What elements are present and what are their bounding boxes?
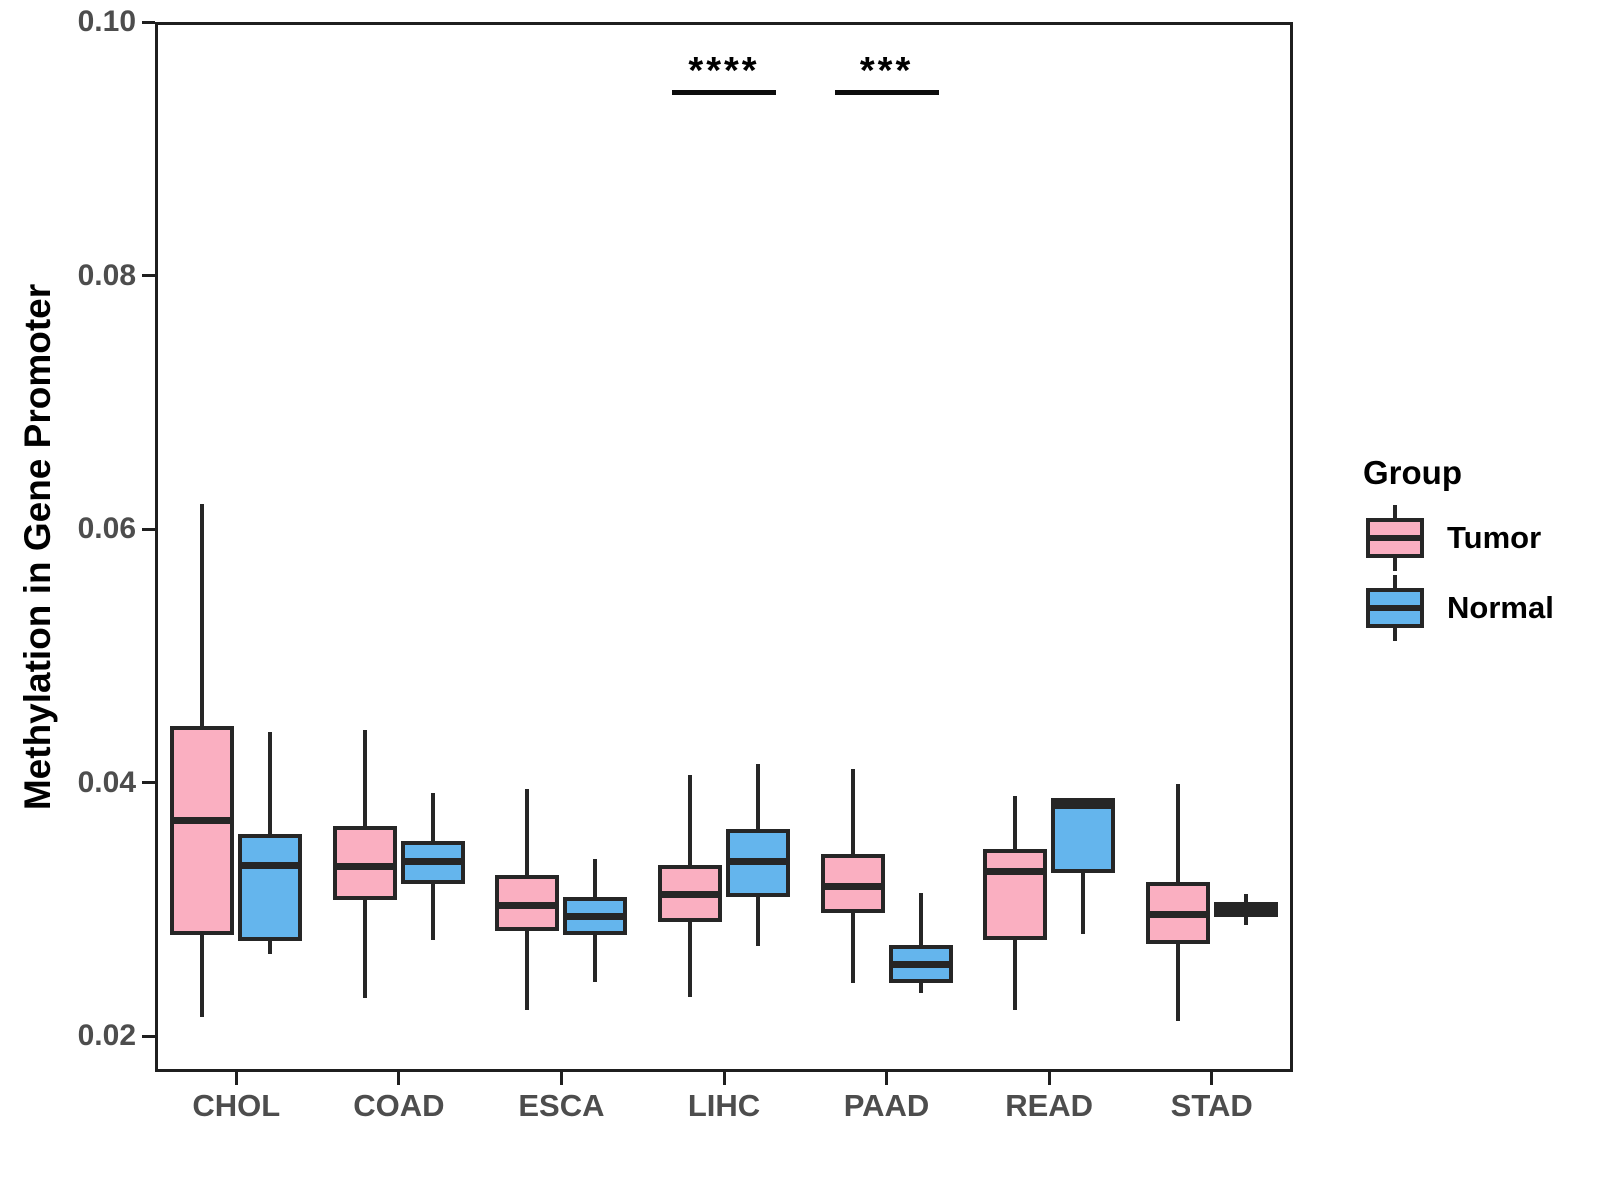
boxplot-lower-whisker <box>1013 940 1018 1010</box>
boxplot-upper-whisker <box>688 775 692 866</box>
boxplot-lower-whisker <box>688 922 692 998</box>
x-tick-mark <box>885 1072 889 1085</box>
x-tick-label: LIHC <box>687 1088 761 1123</box>
y-tick-label: 0.10 <box>77 5 136 38</box>
boxplot-lower-whisker <box>918 983 923 994</box>
significance-line-LIHC <box>672 90 776 95</box>
x-tick-mark <box>397 1072 401 1085</box>
boxplot-upper-whisker <box>1013 795 1018 849</box>
x-tick-label: PAAD <box>843 1088 930 1123</box>
x-tick-label: CHOL <box>192 1088 281 1123</box>
y-tick-mark <box>142 274 155 278</box>
boxplot-box-normal-CHOL <box>238 833 303 942</box>
y-tick-mark <box>142 527 155 531</box>
boxplot-box-normal-READ <box>1051 798 1116 873</box>
x-tick-label: COAD <box>353 1088 445 1123</box>
boxplot-lower-whisker <box>850 913 855 984</box>
y-tick-label: 0.04 <box>77 765 136 799</box>
boxplot-median <box>238 861 303 869</box>
boxplot-median <box>332 863 397 871</box>
boxplot-upper-whisker <box>525 789 530 876</box>
boxplot-upper-whisker <box>430 793 435 842</box>
boxplot-median <box>495 902 560 910</box>
boxplot-upper-whisker <box>200 503 205 726</box>
boxplot-upper-whisker <box>756 763 760 829</box>
boxplot-upper-whisker <box>593 858 598 897</box>
legend-label-normal: Normal <box>1447 590 1554 625</box>
x-tick-mark <box>1047 1072 1051 1085</box>
boxplot-median <box>1145 911 1210 919</box>
significance-line-PAAD <box>834 90 939 95</box>
boxplot-median <box>400 857 465 865</box>
boxplot-upper-whisker <box>850 768 855 854</box>
boxplot-lower-whisker <box>362 899 367 999</box>
y-axis-title: Methylation in Gene Promoter <box>17 283 58 811</box>
x-tick-label: STAD <box>1170 1088 1253 1123</box>
y-tick-mark <box>142 1034 155 1038</box>
x-tick-mark <box>559 1072 563 1085</box>
legend-title: Group <box>1363 454 1462 491</box>
boxplot-upper-whisker <box>268 732 273 834</box>
boxplot-median <box>1213 906 1278 914</box>
boxplot-median <box>820 883 885 891</box>
legend-key-tumor-icon <box>1366 505 1424 571</box>
y-tick-label: 0.06 <box>77 512 136 546</box>
boxplot-lower-whisker <box>1081 872 1086 934</box>
boxplot-median <box>983 868 1048 876</box>
boxplot-box-tumor-COAD <box>332 825 397 900</box>
y-tick-label: 0.08 <box>77 258 136 292</box>
y-tick-mark <box>142 781 155 785</box>
boxplot-median <box>563 912 628 920</box>
significance-label-LIHC: **** <box>688 50 760 92</box>
legend: Group Tumor Normal <box>1330 440 1590 660</box>
boxplot-lower-whisker <box>1175 943 1180 1022</box>
boxplot-lower-whisker <box>593 935 598 982</box>
x-tick-label: ESCA <box>518 1088 605 1123</box>
boxplot-box-tumor-CHOL <box>170 725 235 936</box>
boxplot-median <box>1051 802 1116 810</box>
boxplot-lower-whisker <box>268 941 273 955</box>
boxplot-upper-whisker <box>362 729 367 826</box>
plot-panel <box>155 22 1293 1072</box>
boxplot-upper-whisker <box>918 893 923 946</box>
boxplot-lower-whisker <box>430 884 435 941</box>
boxplot-lower-whisker <box>200 935 205 1018</box>
boxplot-lower-whisker <box>1243 917 1248 925</box>
y-tick-label: 0.02 <box>77 1019 136 1053</box>
y-tick-mark <box>142 20 155 24</box>
legend-key-normal-icon <box>1366 575 1424 641</box>
boxplot-median <box>170 817 235 825</box>
boxplot-upper-whisker <box>1243 894 1248 903</box>
boxplot-lower-whisker <box>525 931 530 1010</box>
boxplot-lower-whisker <box>756 897 760 947</box>
significance-label-PAAD: *** <box>859 50 914 92</box>
boxplot-median <box>726 857 790 865</box>
x-tick-mark <box>722 1072 726 1085</box>
boxplot-median <box>658 890 722 898</box>
boxplot-upper-whisker <box>1175 784 1180 882</box>
x-tick-mark <box>234 1072 238 1085</box>
boxplot-median <box>888 960 953 968</box>
x-tick-label: READ <box>1005 1088 1094 1123</box>
x-tick-mark <box>1210 1072 1214 1085</box>
boxplot-box-tumor-READ <box>983 848 1048 941</box>
legend-label-tumor: Tumor <box>1447 520 1542 555</box>
